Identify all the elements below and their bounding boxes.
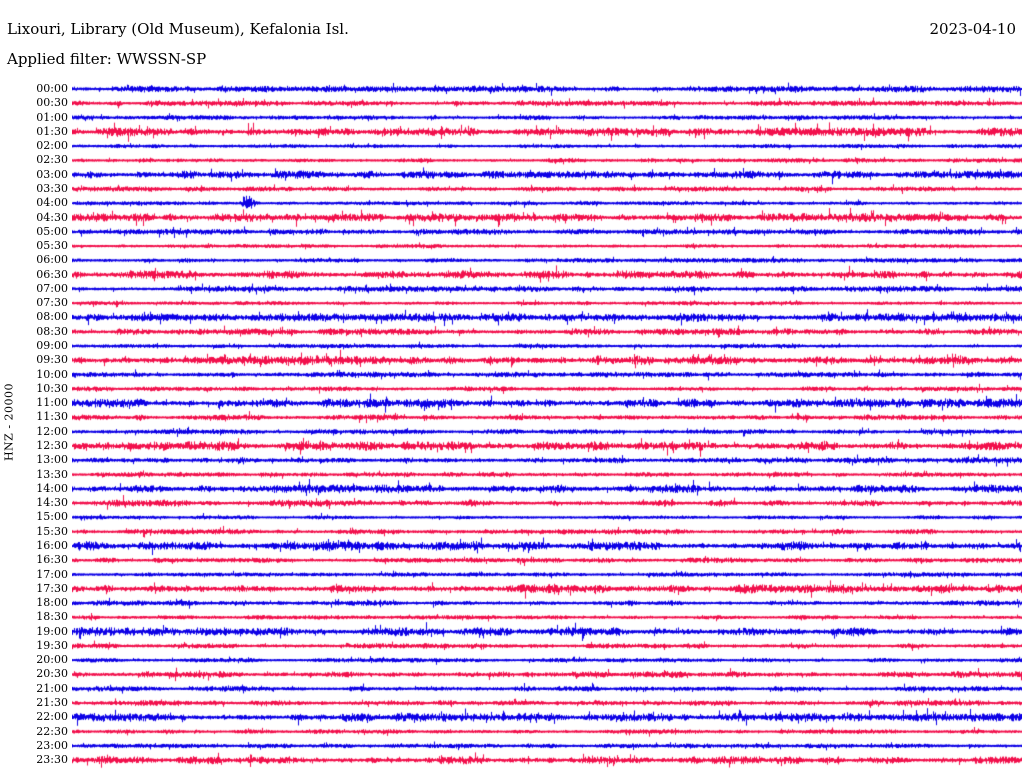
time-labels-column: 00:00 00:30 01:00 01:30 02:00 02:30 03:00 03:30… xyxy=(0,0,68,780)
time-label: 12:30 xyxy=(36,439,68,452)
time-label: 02:00 xyxy=(36,139,68,153)
time-label: 18:30 xyxy=(36,610,68,624)
time-label: 19:30 xyxy=(36,638,68,652)
time-label: 22:00 xyxy=(36,710,68,724)
time-label: 18:00 xyxy=(36,596,68,610)
time-label: 21:00 xyxy=(36,681,68,695)
time-label: 14:00 xyxy=(36,481,68,495)
time-label: 01:00 xyxy=(36,110,68,124)
time-label: 11:30 xyxy=(36,410,68,424)
time-label: 08:00 xyxy=(36,310,68,324)
time-label: 15:00 xyxy=(36,510,68,524)
time-label: 06:00 xyxy=(36,253,68,267)
applied-filter-label: Applied filter: WWSSN-SP xyxy=(7,50,207,68)
time-label: 20:00 xyxy=(36,653,68,667)
time-label: 04:30 xyxy=(36,210,68,224)
time-label: 09:30 xyxy=(36,353,68,367)
station-title: Lixouri, Library (Old Museum), Kefalonia… xyxy=(7,20,349,38)
time-label: 07:00 xyxy=(36,281,68,295)
time-label: 03:30 xyxy=(36,181,68,195)
time-label: 00:30 xyxy=(36,96,68,110)
time-label: 17:30 xyxy=(36,581,68,595)
time-label: 19:00 xyxy=(36,624,68,638)
time-label: 16:00 xyxy=(36,538,68,552)
time-label: 15:30 xyxy=(36,524,68,538)
date-label: 2023-04-10 xyxy=(929,20,1016,38)
time-label: 11:00 xyxy=(36,396,68,410)
time-label: 23:30 xyxy=(36,753,68,767)
time-label: 17:00 xyxy=(36,567,68,581)
time-label: 03:00 xyxy=(36,167,68,181)
time-label: 20:30 xyxy=(36,667,68,681)
time-label: 22:30 xyxy=(36,724,68,738)
time-label: 13:30 xyxy=(36,467,68,481)
time-label: 21:30 xyxy=(36,696,68,710)
time-label: 14:30 xyxy=(36,496,68,510)
time-label: 05:30 xyxy=(36,239,68,253)
time-label: 05:00 xyxy=(36,224,68,238)
seismogram-traces-canvas xyxy=(72,80,1022,776)
time-label: 00:00 xyxy=(36,82,68,95)
time-label: 02:30 xyxy=(36,153,68,167)
time-label: 08:30 xyxy=(36,324,68,338)
time-label: 10:30 xyxy=(36,381,68,395)
time-label: 23:00 xyxy=(36,738,68,752)
time-label: 12:00 xyxy=(36,424,68,438)
time-label: 13:00 xyxy=(36,453,68,467)
time-label: 16:30 xyxy=(36,553,68,567)
time-label: 06:30 xyxy=(36,267,68,281)
time-label: 04:00 xyxy=(36,196,68,210)
time-label: 07:30 xyxy=(36,296,68,310)
time-label: 10:00 xyxy=(36,367,68,381)
time-label: 09:00 xyxy=(36,339,68,353)
time-label: 01:30 xyxy=(36,124,68,138)
